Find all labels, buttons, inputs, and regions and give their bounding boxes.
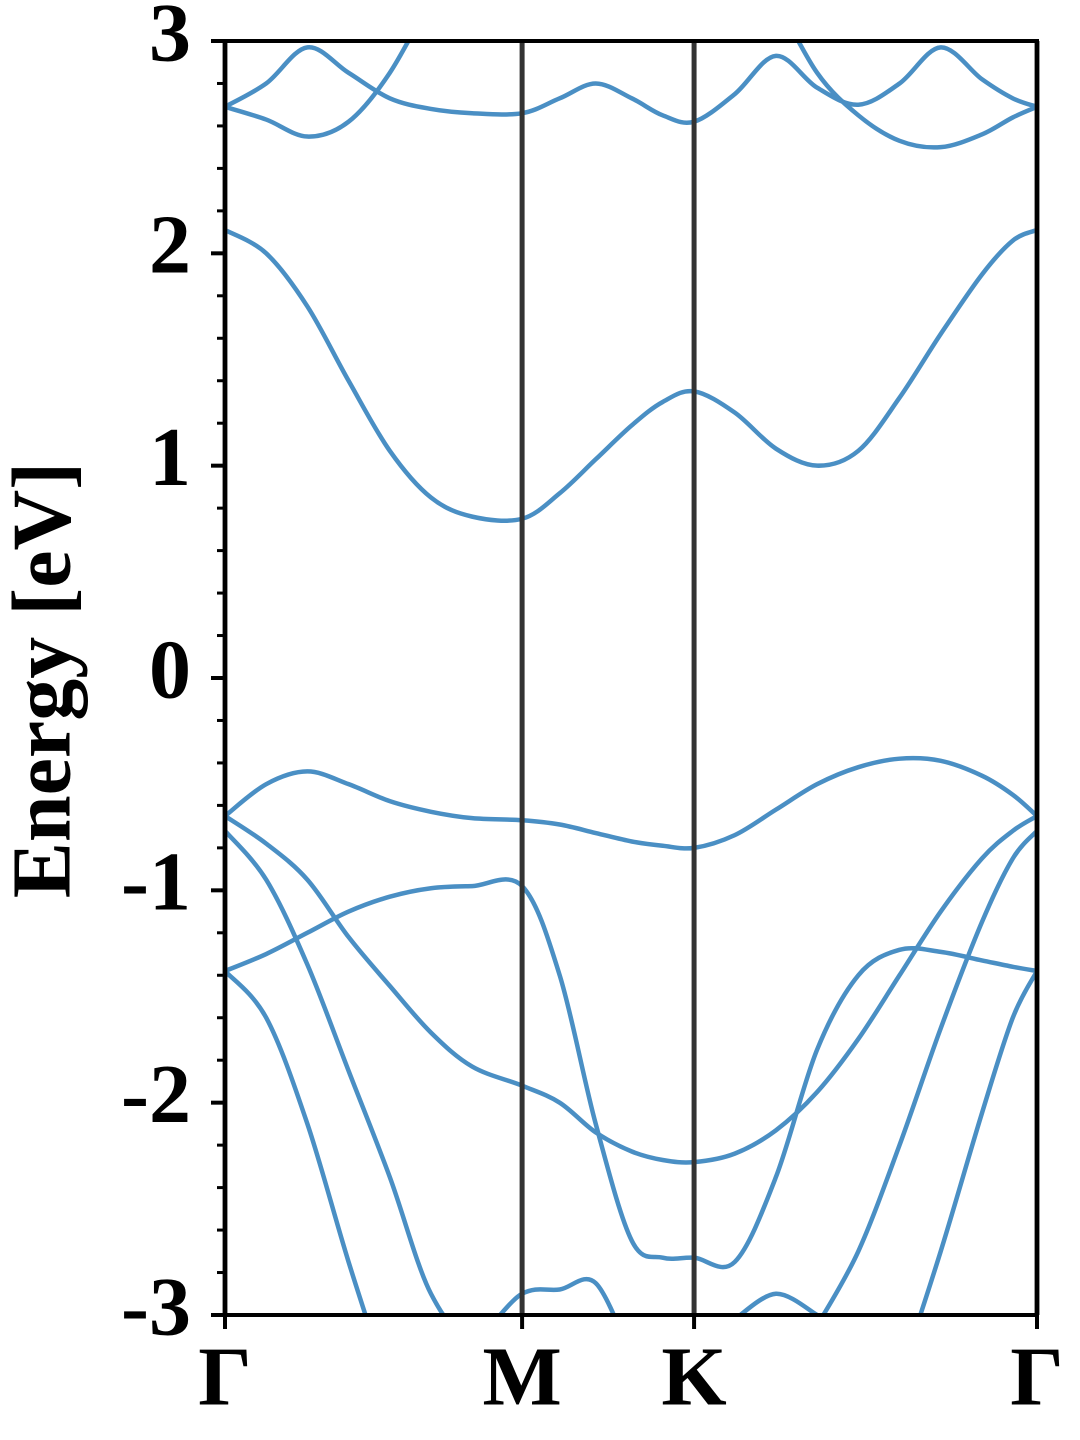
band-line xyxy=(795,41,1037,150)
plot-frame xyxy=(223,39,1039,1317)
y-axis-label: Energy [eV] xyxy=(0,462,88,898)
x-tick-label: M xyxy=(482,1330,561,1423)
y-tick-label: -2 xyxy=(121,1048,191,1141)
y-tick-label: 3 xyxy=(149,0,191,79)
band-line xyxy=(225,227,1037,523)
band-line xyxy=(225,814,1037,1165)
band-line xyxy=(820,829,1037,1315)
band-line xyxy=(736,1291,819,1315)
band-line xyxy=(917,969,1037,1315)
band-line xyxy=(225,877,1037,1270)
y-tick-label: -3 xyxy=(121,1260,191,1353)
y-tick-label: 1 xyxy=(149,411,191,504)
band-line xyxy=(225,755,1037,851)
band-line xyxy=(225,41,411,139)
plot-area xyxy=(225,41,1037,1315)
x-tick-label: K xyxy=(661,1330,726,1423)
band-line xyxy=(225,969,368,1315)
x-tick-label: Γ xyxy=(198,1330,251,1423)
y-tick-label: 2 xyxy=(149,199,191,292)
band-line xyxy=(225,45,1037,125)
y-tick-label: 0 xyxy=(149,623,191,716)
x-tick-label: Γ xyxy=(1010,1330,1063,1423)
y-tick-label: -1 xyxy=(121,836,191,929)
band-line xyxy=(225,829,617,1315)
